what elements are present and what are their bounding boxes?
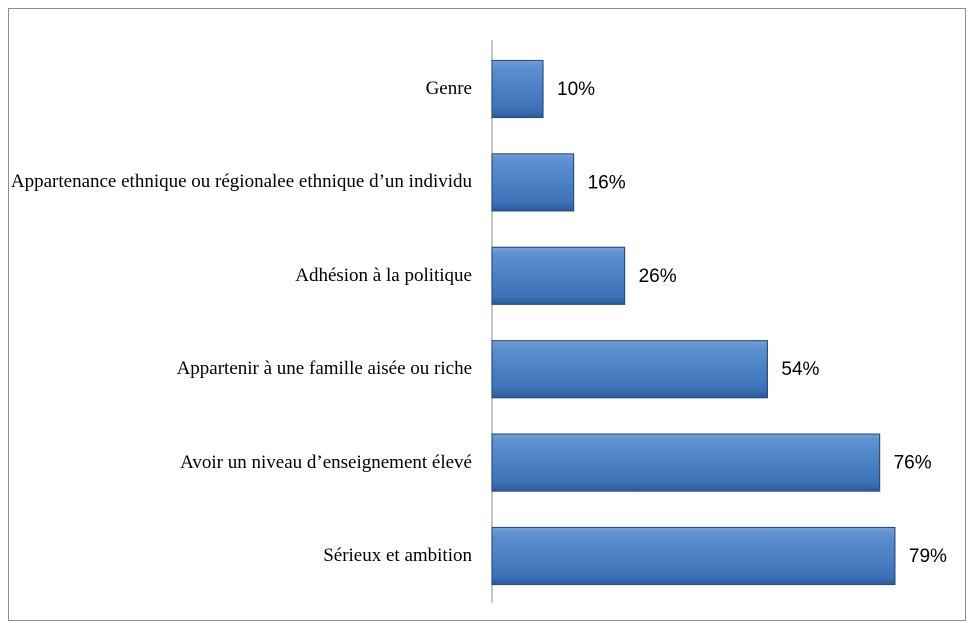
category-label: Appartenance ethnique ou régionalee ethn… — [10, 171, 472, 193]
category-label: Sérieux et ambition — [323, 545, 472, 566]
category-label: Avoir un niveau d’enseignement élevé — [180, 451, 472, 473]
category-label: Genre — [425, 78, 472, 99]
value-label: 79% — [909, 546, 947, 567]
bar-bevel — [493, 61, 542, 68]
value-label: 54% — [781, 359, 819, 380]
bar-bevel — [493, 154, 573, 161]
category-label: Adhésion à la politique — [295, 264, 472, 286]
bar-bevel — [493, 341, 767, 348]
value-label: 16% — [588, 172, 626, 193]
bar-bevel — [493, 528, 894, 535]
value-label: 76% — [894, 453, 932, 474]
category-label: Appartenir à une famille aisée ou riche — [176, 358, 472, 380]
value-label: 10% — [557, 79, 595, 100]
bar — [491, 340, 768, 399]
bar-bevel — [493, 435, 879, 442]
bar — [491, 433, 881, 492]
bar — [491, 153, 575, 212]
bar — [491, 59, 544, 119]
bar-bevel — [493, 248, 624, 255]
bar — [491, 526, 896, 586]
value-label: 26% — [639, 266, 677, 287]
chart-frame — [8, 8, 966, 621]
bar — [491, 246, 626, 305]
